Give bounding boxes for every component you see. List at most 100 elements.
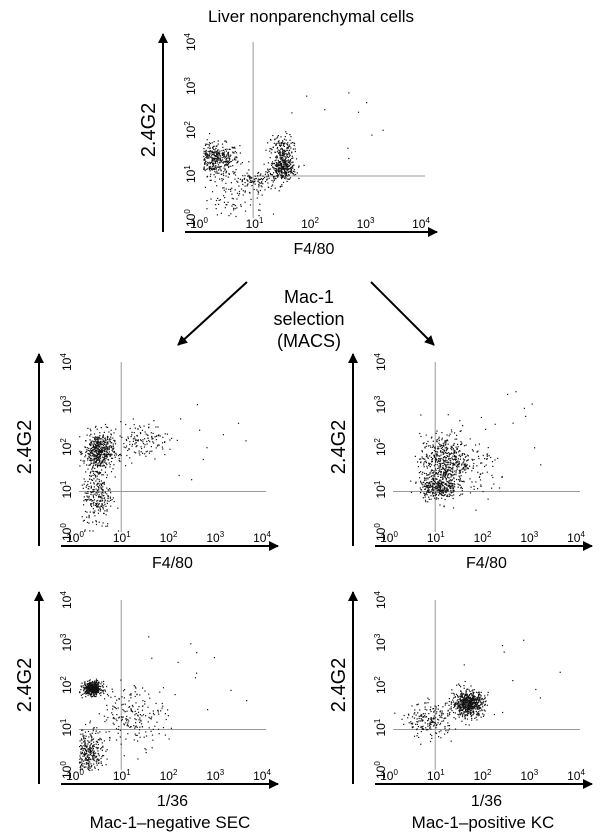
scatter-point bbox=[214, 161, 216, 163]
scatter-point bbox=[91, 687, 93, 689]
scatter-point bbox=[102, 474, 104, 476]
scatter-point bbox=[258, 209, 260, 211]
scatter-point bbox=[274, 139, 276, 141]
scatter-point bbox=[101, 443, 103, 445]
scatter-point bbox=[97, 743, 99, 746]
x-tick-label: 101 bbox=[246, 216, 264, 231]
scatter-point bbox=[436, 430, 438, 432]
scatter-point bbox=[452, 448, 454, 450]
scatter-point bbox=[280, 144, 282, 146]
scatter-point bbox=[88, 751, 90, 753]
scatter-point bbox=[438, 448, 440, 450]
scatter-point bbox=[206, 447, 208, 449]
scatter-point bbox=[227, 151, 230, 153]
scatter-point bbox=[88, 758, 90, 760]
scatter-point bbox=[162, 448, 164, 450]
scatter-point bbox=[239, 152, 241, 154]
scatter-point bbox=[464, 465, 466, 467]
scatter-point bbox=[443, 450, 446, 452]
scatter-point bbox=[257, 190, 259, 192]
scatter-point bbox=[447, 732, 449, 734]
scatter-point bbox=[86, 685, 88, 687]
scatter-point bbox=[440, 470, 442, 473]
scatter-point bbox=[98, 494, 100, 496]
scatter-point bbox=[270, 188, 272, 190]
scatter-point bbox=[208, 162, 210, 164]
scatter-point bbox=[456, 703, 459, 705]
scatter-point bbox=[434, 448, 436, 450]
scatter-point bbox=[288, 165, 290, 167]
scatter-point bbox=[434, 473, 437, 475]
scatter-point bbox=[125, 718, 127, 720]
scatter-point bbox=[217, 159, 219, 161]
scatter-point bbox=[211, 191, 214, 193]
scatter-point bbox=[436, 487, 438, 489]
scatter-point bbox=[97, 453, 99, 455]
scatter-point bbox=[407, 713, 410, 715]
scatter-point bbox=[465, 697, 467, 699]
scatter-point bbox=[422, 482, 424, 484]
scatter-point bbox=[230, 154, 232, 156]
scatter-point bbox=[164, 734, 166, 736]
scatter-point bbox=[208, 157, 210, 159]
scatter-point bbox=[135, 702, 137, 704]
scatter-point bbox=[433, 724, 435, 726]
scatter-point bbox=[289, 134, 291, 136]
y-tick-label: 102 bbox=[59, 438, 74, 456]
scatter-point bbox=[289, 170, 291, 172]
scatter-point bbox=[439, 486, 441, 488]
scatter-point bbox=[96, 500, 98, 502]
scatter-point bbox=[439, 723, 441, 726]
scatter-point bbox=[446, 495, 448, 497]
scatter-point bbox=[96, 471, 98, 473]
scatter-point bbox=[101, 460, 103, 462]
scatter-point bbox=[93, 462, 95, 464]
scatter-point bbox=[250, 198, 252, 200]
scatter-point bbox=[484, 697, 486, 699]
scatter-point bbox=[134, 727, 136, 729]
scatter-point bbox=[447, 414, 449, 416]
scatter-point bbox=[87, 689, 89, 691]
scatter-point bbox=[239, 145, 241, 147]
scatter-point bbox=[437, 472, 439, 474]
scatter-point bbox=[449, 479, 451, 481]
scatter-point bbox=[216, 159, 218, 161]
scatter-point bbox=[457, 486, 459, 488]
scatter-point bbox=[285, 150, 287, 152]
scatter-point bbox=[290, 142, 292, 144]
scatter-point bbox=[105, 764, 107, 766]
scatter-point bbox=[284, 158, 287, 160]
scatter-point bbox=[459, 705, 461, 707]
scatter-point bbox=[467, 710, 469, 713]
scatter-point bbox=[84, 731, 87, 733]
scatter-point bbox=[213, 141, 215, 143]
scatter-point bbox=[221, 154, 223, 156]
scatter-point bbox=[442, 475, 444, 477]
scatter-point bbox=[88, 516, 90, 518]
scatter-point bbox=[145, 455, 147, 457]
scatter-point bbox=[218, 154, 220, 157]
scatter-point bbox=[482, 491, 484, 493]
scatter-point bbox=[126, 454, 128, 457]
scatter-point bbox=[92, 443, 94, 445]
scatter-point bbox=[99, 460, 101, 462]
scatter-point bbox=[439, 716, 441, 718]
scatter-point bbox=[95, 520, 97, 522]
scatter-point bbox=[453, 480, 455, 483]
scatter-point bbox=[459, 484, 461, 486]
scatter-point bbox=[209, 156, 211, 158]
scatter-point bbox=[461, 464, 463, 466]
scatter-point bbox=[96, 764, 98, 766]
scatter-point bbox=[98, 473, 100, 475]
scatter-point bbox=[285, 174, 287, 176]
scatter-point bbox=[144, 748, 146, 750]
scatter-point bbox=[209, 163, 211, 165]
scatter-point bbox=[93, 472, 95, 474]
scatter-point bbox=[462, 706, 464, 708]
scatter-point bbox=[92, 757, 94, 759]
scatter-point bbox=[143, 425, 145, 427]
scatter-point bbox=[493, 483, 495, 485]
x-tick-label: 102 bbox=[160, 530, 178, 545]
scatter-point bbox=[435, 722, 437, 724]
scatter-point bbox=[112, 722, 114, 724]
